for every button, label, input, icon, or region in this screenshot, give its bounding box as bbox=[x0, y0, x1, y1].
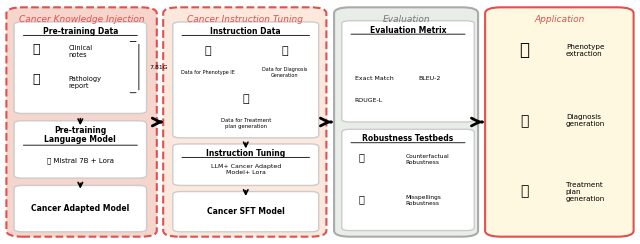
FancyBboxPatch shape bbox=[14, 121, 147, 178]
Text: 📋: 📋 bbox=[520, 184, 529, 199]
Text: Pre-training: Pre-training bbox=[54, 126, 106, 135]
Text: Cancer SFT Model: Cancer SFT Model bbox=[207, 207, 285, 216]
Text: 📖: 📖 bbox=[358, 194, 364, 204]
Text: BLEU-2: BLEU-2 bbox=[419, 76, 441, 81]
Text: Evaluation: Evaluation bbox=[382, 15, 430, 24]
Text: 📋: 📋 bbox=[282, 46, 288, 56]
Text: Evaluation Metrix: Evaluation Metrix bbox=[370, 26, 446, 35]
Text: Diagnosis
generation: Diagnosis generation bbox=[566, 114, 605, 127]
FancyBboxPatch shape bbox=[6, 7, 157, 237]
Text: Phenotype
extraction: Phenotype extraction bbox=[566, 43, 604, 57]
Text: 🔍: 🔍 bbox=[519, 41, 529, 59]
Text: Pre-training Data: Pre-training Data bbox=[43, 27, 118, 36]
FancyBboxPatch shape bbox=[14, 22, 147, 113]
Text: 🔥 Mistral 7B + Lora: 🔥 Mistral 7B + Lora bbox=[47, 158, 114, 164]
Text: Treatment
plan
generation: Treatment plan generation bbox=[566, 182, 605, 202]
FancyBboxPatch shape bbox=[173, 192, 319, 232]
Text: 💊: 💊 bbox=[520, 114, 529, 128]
Text: Clinical
notes: Clinical notes bbox=[68, 45, 93, 58]
Text: Cancer Instruction Tuning: Cancer Instruction Tuning bbox=[187, 15, 303, 24]
Text: 📋: 📋 bbox=[243, 94, 249, 104]
Text: 7.81G: 7.81G bbox=[150, 65, 168, 70]
Text: Robustness Testbeds: Robustness Testbeds bbox=[362, 134, 454, 143]
Text: Misspellings
Robustness: Misspellings Robustness bbox=[406, 195, 442, 206]
Text: Language Model: Language Model bbox=[44, 135, 116, 144]
Text: Cancer Adapted Model: Cancer Adapted Model bbox=[31, 204, 129, 213]
FancyBboxPatch shape bbox=[485, 7, 634, 237]
Text: Instruction Data: Instruction Data bbox=[211, 27, 281, 36]
Text: 📋: 📋 bbox=[205, 46, 211, 56]
FancyBboxPatch shape bbox=[342, 129, 474, 231]
Text: Exact Match: Exact Match bbox=[355, 76, 394, 81]
Text: 📋: 📋 bbox=[33, 43, 40, 56]
FancyBboxPatch shape bbox=[173, 22, 319, 138]
Text: ROUGE-L: ROUGE-L bbox=[355, 98, 383, 102]
Text: LLM+ Cancer Adapted
Model+ Lora: LLM+ Cancer Adapted Model+ Lora bbox=[211, 164, 281, 175]
Text: Data for Treatment
plan generation: Data for Treatment plan generation bbox=[221, 118, 271, 129]
FancyBboxPatch shape bbox=[14, 185, 147, 232]
FancyBboxPatch shape bbox=[173, 144, 319, 185]
Text: Cancer Knowledge Injection: Cancer Knowledge Injection bbox=[19, 15, 145, 24]
Text: Instruction Tuning: Instruction Tuning bbox=[206, 149, 285, 158]
Text: Data for Diagnosis
Generation: Data for Diagnosis Generation bbox=[262, 67, 307, 78]
Text: Counterfactual
Robustness: Counterfactual Robustness bbox=[406, 154, 449, 164]
FancyBboxPatch shape bbox=[342, 21, 474, 122]
Text: Application: Application bbox=[534, 15, 584, 24]
Text: 📋: 📋 bbox=[33, 73, 40, 86]
FancyBboxPatch shape bbox=[163, 7, 326, 237]
Text: Data for Phenotype IE: Data for Phenotype IE bbox=[181, 70, 235, 74]
Text: Pathology
report: Pathology report bbox=[68, 76, 102, 89]
Text: 📖: 📖 bbox=[358, 152, 364, 163]
FancyBboxPatch shape bbox=[334, 7, 478, 237]
